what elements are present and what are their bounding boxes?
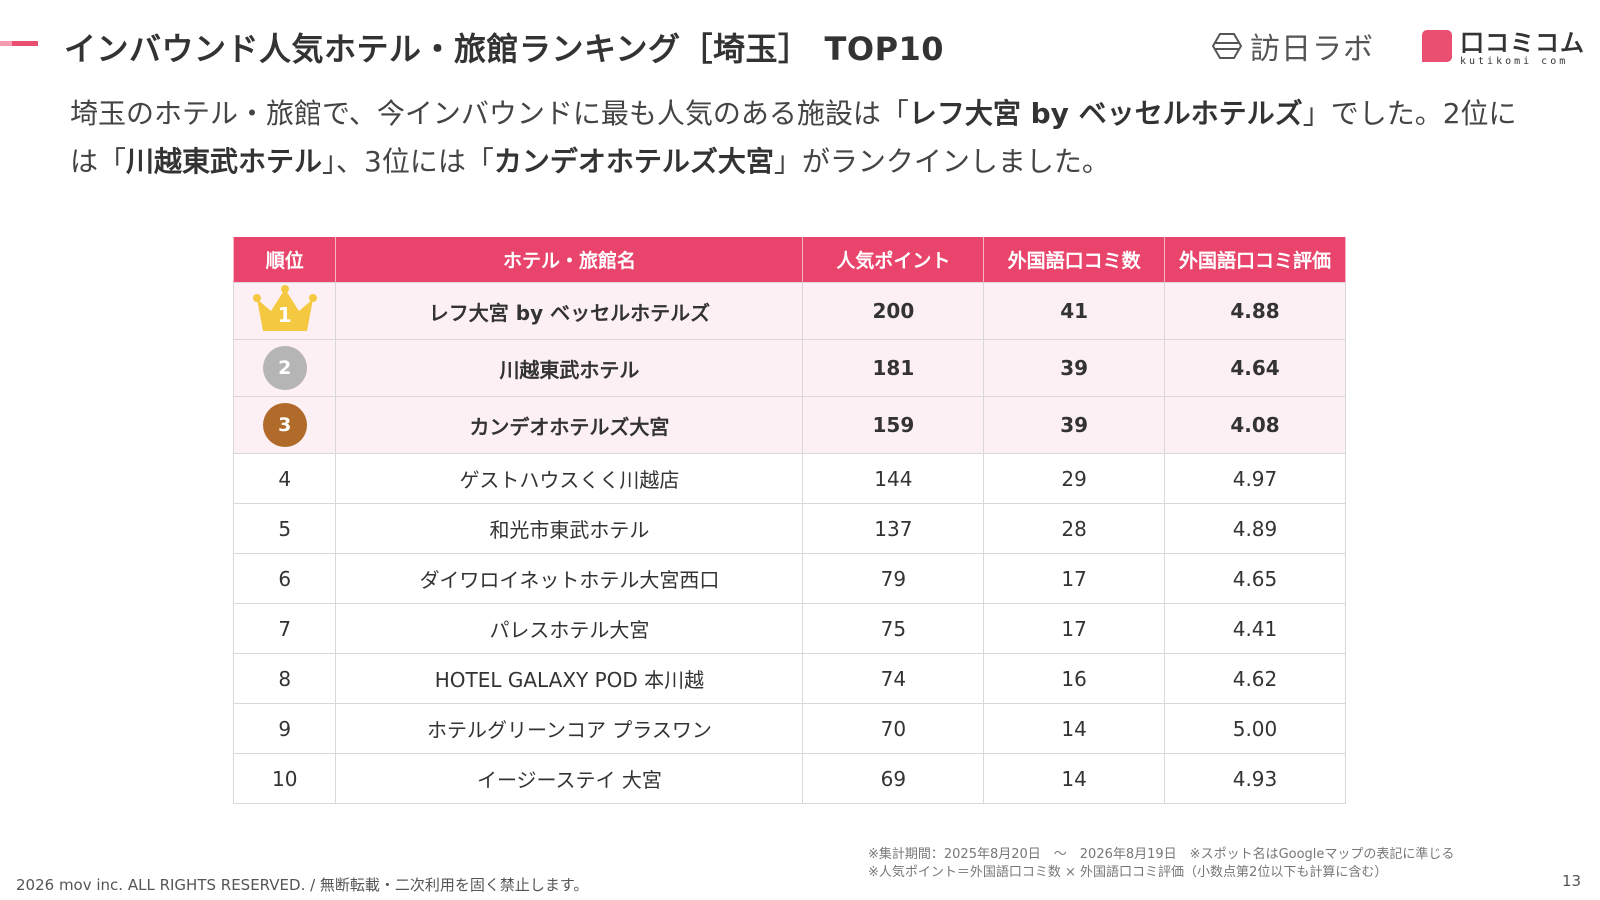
points-value: 144 [802,453,985,504]
lead-paragraph: 埼玉のホテル・旅館で、今インバウンドに最も人気のある施設は「レフ大宮 by ベッ… [70,90,1530,186]
table-row: 4 ゲストハウスくく川越店 144 29 4.97 [232,453,1347,504]
review-rating: 4.88 [1163,282,1347,340]
review-count: 17 [983,603,1165,654]
rank-cell: 7 [232,603,337,654]
table-row: 6 ダイワロイネットホテル大宮西口 79 17 4.65 [232,553,1347,604]
review-count: 14 [983,753,1165,804]
points-value: 181 [802,339,985,397]
hotel-name: カンデオホテルズ大宮 [335,396,804,454]
rank-number: 1 [277,302,292,327]
review-rating: 4.41 [1163,603,1347,654]
header-name: ホテル・旅館名 [335,237,804,283]
review-count: 16 [983,653,1165,704]
rank-cell: 1 [232,282,337,340]
table-row: 5 和光市東武ホテル 137 28 4.89 [232,503,1347,554]
page-number: 13 [1562,872,1582,890]
points-value: 79 [802,553,985,604]
logo-right-jp: 口コミコム [1460,29,1585,57]
rank-cell: 4 [232,453,337,504]
silver-medal-icon: 2 [262,346,307,390]
rank-cell: 9 [232,703,337,754]
title-accent-bar [0,41,38,46]
table-row: 10 イージーステイ 大宮 69 14 4.93 [232,753,1347,804]
rank-cell: 10 [232,753,337,804]
hotel-name: HOTEL GALAXY POD 本川越 [335,653,804,704]
review-count: 17 [983,553,1165,604]
points-value: 74 [802,653,985,704]
review-rating: 5.00 [1163,703,1347,754]
review-rating: 4.64 [1163,339,1347,397]
lead-text-4: 」がランクインしました。 [773,145,1110,178]
review-count: 28 [983,503,1165,554]
points-value: 75 [802,603,985,654]
kutikomi-bubble-icon [1422,30,1452,62]
rank-cell: 8 [232,653,337,704]
table-row: 2 川越東武ホテル 181 39 4.64 [232,339,1347,397]
points-value: 70 [802,703,985,754]
hotel-name: ゲストハウスくく川越店 [335,453,804,504]
header-rating: 外国語口コミ評価 [1163,237,1347,283]
lead-text-1: 埼玉のホテル・旅館で、今インバウンドに最も人気のある施設は「 [70,97,909,130]
lead-bold-2: 川越東武ホテル [126,145,323,178]
footnote-formula: ※人気ポイント＝外国語口コミ数 × 外国語口コミ評価（小数点第2位以下も計算に含… [868,865,1388,880]
review-count: 39 [983,396,1165,454]
hotel-name: パレスホテル大宮 [335,603,804,654]
points-value: 137 [802,503,985,554]
points-value: 69 [802,753,985,804]
lead-bold-3: カンデオホテルズ大宮 [493,145,774,178]
hotel-name: 川越東武ホテル [335,339,804,397]
page-title-main: インバウンド人気ホテル・旅館ランキング［埼玉］ [64,30,811,68]
page-title: インバウンド人気ホテル・旅館ランキング［埼玉］ TOP10 [64,24,944,70]
review-rating: 4.62 [1163,653,1347,704]
hotel-name: ダイワロイネットホテル大宮西口 [335,553,804,604]
hotel-name: ホテルグリーンコア プラスワン [335,703,804,754]
points-value: 159 [802,396,985,454]
gold-crown-icon: 1 [252,284,317,333]
logo-left-text: 訪日ラボ [1250,32,1374,67]
points-value: 200 [802,282,985,340]
lead-text-3: 」、3位には「 [322,145,494,178]
ranking-table: 順位 ホテル・旅館名 人気ポイント 外国語口コミ数 外国語口コミ評価 1 レ [232,237,1347,804]
copyright-text: 2026 mov inc. ALL RIGHTS RESERVED. / 無断転… [16,876,589,894]
rank-cell: 2 [232,339,337,397]
hotel-name: 和光市東武ホテル [335,503,804,554]
logo-right-en: kutikomi com [1460,56,1569,67]
rank-cell: 3 [232,396,337,454]
review-count: 41 [983,282,1165,340]
logo-hexagon-icon [1212,33,1242,59]
bronze-medal-icon: 3 [262,403,307,447]
review-rating: 4.08 [1163,396,1347,454]
review-count: 39 [983,339,1165,397]
table-header-row: 順位 ホテル・旅館名 人気ポイント 外国語口コミ数 外国語口コミ評価 [232,237,1347,283]
review-rating: 4.65 [1163,553,1347,604]
kutikomi-logo: 口コミコム kutikomi com [1422,30,1585,68]
hotel-name: レフ大宮 by ベッセルホテルズ [335,282,804,340]
header-rank: 順位 [232,237,337,283]
rank-cell: 5 [232,503,337,554]
table-row: 3 カンデオホテルズ大宮 159 39 4.08 [232,396,1347,454]
rank-cell: 6 [232,553,337,604]
table-row: 8 HOTEL GALAXY POD 本川越 74 16 4.62 [232,653,1347,704]
review-rating: 4.89 [1163,503,1347,554]
table-row: 7 パレスホテル大宮 75 17 4.41 [232,603,1347,654]
lead-text-2: 」でした。2位には「 [70,97,1517,178]
hotel-name: イージーステイ 大宮 [335,753,804,804]
footnotes: ※集計期間：2025年8月20日 〜 2026年8月19日 ※スポット名はGoo… [868,846,1454,882]
houjin-labo-logo: 訪日ラボ [1212,26,1374,67]
page-title-sub: TOP10 [824,30,945,68]
table-row: 9 ホテルグリーンコア プラスワン 70 14 5.00 [232,703,1347,754]
review-rating: 4.93 [1163,753,1347,804]
footnote-period: ※集計期間：2025年8月20日 〜 2026年8月19日 ※スポット名はGoo… [868,847,1455,862]
header-points: 人気ポイント [802,237,985,283]
header-count: 外国語口コミ数 [983,237,1165,283]
review-rating: 4.97 [1163,453,1347,504]
review-count: 29 [983,453,1165,504]
review-count: 14 [983,703,1165,754]
table-row: 1 レフ大宮 by ベッセルホテルズ 200 41 4.88 [232,282,1347,340]
lead-bold-1: レフ大宮 by ベッセルホテルズ [908,97,1303,130]
